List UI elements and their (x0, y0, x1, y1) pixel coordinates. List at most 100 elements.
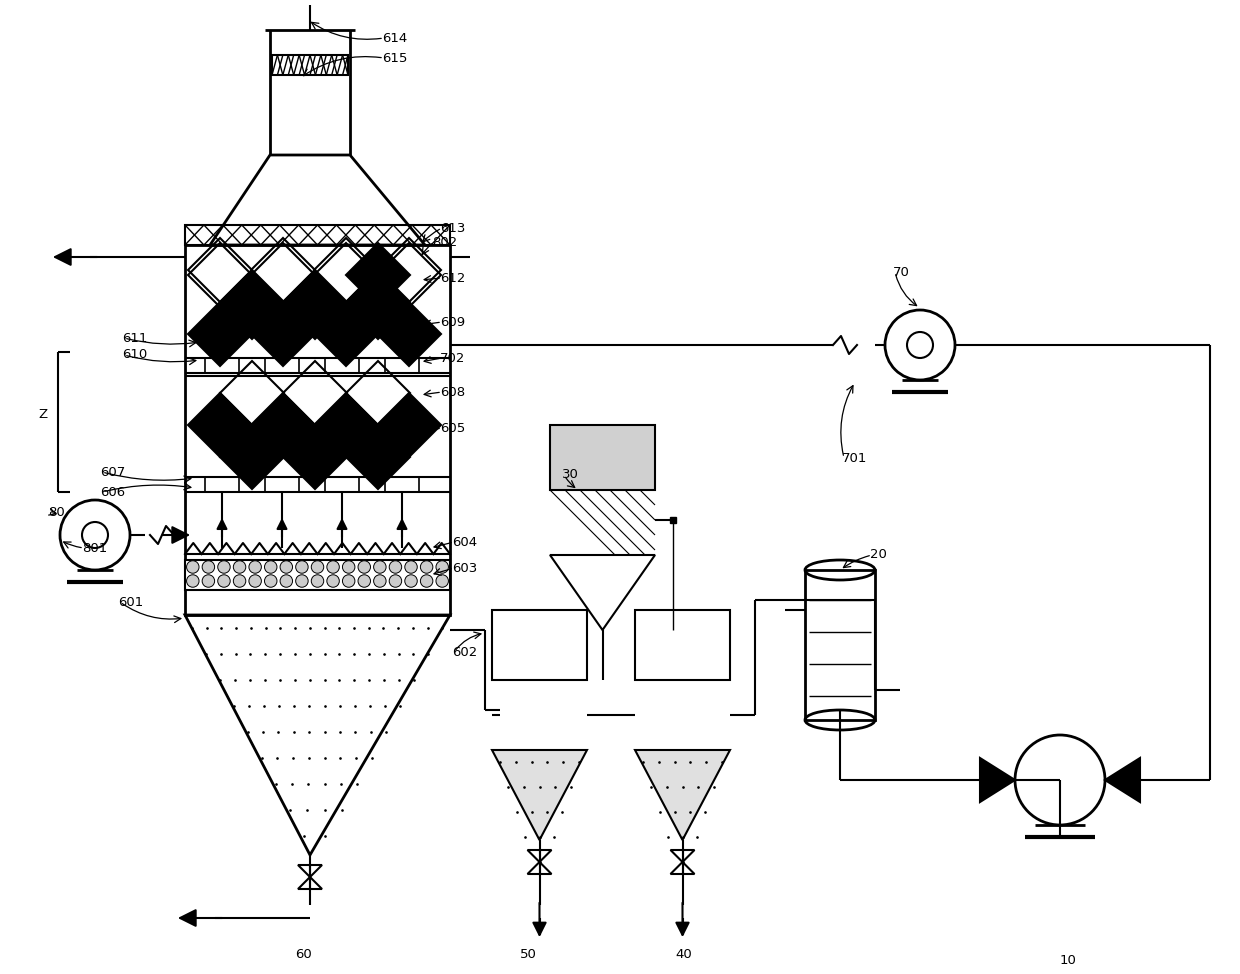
Text: 601: 601 (118, 595, 144, 609)
Bar (384, 358, 419, 373)
Bar (325, 477, 360, 492)
Text: 603: 603 (453, 561, 477, 575)
Text: 606: 606 (100, 485, 125, 499)
Circle shape (249, 575, 262, 587)
Text: 70: 70 (893, 266, 910, 279)
Bar (635, 610, 730, 680)
Circle shape (249, 561, 262, 574)
Text: 802: 802 (432, 236, 458, 248)
Circle shape (264, 561, 277, 574)
Circle shape (233, 561, 246, 574)
Text: 610: 610 (122, 349, 148, 361)
Text: 608: 608 (440, 386, 465, 398)
Polygon shape (219, 275, 284, 339)
Circle shape (218, 575, 231, 587)
Polygon shape (188, 302, 252, 366)
Circle shape (420, 575, 433, 587)
Circle shape (186, 561, 200, 574)
Circle shape (295, 575, 309, 587)
Text: 30: 30 (562, 468, 579, 481)
Bar (265, 477, 299, 492)
Bar (185, 245, 450, 615)
Circle shape (373, 575, 386, 587)
Polygon shape (219, 270, 284, 334)
Bar (205, 358, 239, 373)
Text: 607: 607 (100, 466, 125, 478)
Polygon shape (377, 302, 441, 366)
Circle shape (311, 575, 324, 587)
Circle shape (202, 575, 215, 587)
Circle shape (342, 561, 355, 574)
Text: 605: 605 (440, 422, 465, 434)
Circle shape (389, 575, 402, 587)
Text: 611: 611 (122, 331, 148, 345)
Bar (325, 358, 360, 373)
Text: 20: 20 (870, 548, 887, 561)
Polygon shape (219, 425, 284, 489)
Text: Z: Z (38, 408, 47, 422)
Circle shape (233, 575, 246, 587)
Text: 80: 80 (48, 506, 64, 518)
Polygon shape (250, 302, 315, 366)
Circle shape (295, 561, 309, 574)
Circle shape (218, 561, 231, 574)
Polygon shape (1105, 758, 1140, 802)
Polygon shape (377, 393, 441, 457)
Circle shape (280, 575, 293, 587)
Text: 50: 50 (520, 949, 537, 961)
Polygon shape (635, 750, 730, 840)
Bar (384, 477, 419, 492)
Text: 702: 702 (440, 352, 465, 364)
Polygon shape (346, 243, 410, 307)
Polygon shape (188, 393, 252, 457)
Text: 801: 801 (82, 542, 107, 554)
Bar (492, 610, 587, 680)
Circle shape (358, 561, 371, 574)
Polygon shape (346, 275, 410, 339)
Circle shape (373, 561, 386, 574)
Text: 602: 602 (453, 646, 477, 658)
Circle shape (436, 575, 449, 587)
Circle shape (311, 561, 324, 574)
Circle shape (436, 561, 449, 574)
Text: 614: 614 (382, 31, 407, 45)
Circle shape (264, 575, 277, 587)
Circle shape (202, 561, 215, 574)
Circle shape (327, 575, 340, 587)
Polygon shape (314, 302, 378, 366)
Polygon shape (346, 270, 410, 334)
Polygon shape (283, 270, 347, 334)
Bar (185, 560, 450, 590)
Text: 612: 612 (440, 272, 465, 284)
Text: 40: 40 (675, 949, 692, 961)
Polygon shape (314, 393, 378, 457)
Polygon shape (492, 750, 587, 840)
Polygon shape (980, 758, 1016, 802)
Bar (272, 55, 348, 75)
Text: 615: 615 (382, 52, 408, 64)
Bar (185, 225, 450, 245)
Text: 613: 613 (440, 221, 465, 235)
Bar (265, 358, 299, 373)
Circle shape (389, 561, 402, 574)
Circle shape (404, 575, 418, 587)
Circle shape (186, 575, 200, 587)
Text: 60: 60 (295, 949, 311, 961)
Circle shape (358, 575, 371, 587)
Bar (551, 425, 655, 490)
Circle shape (342, 575, 355, 587)
Text: 609: 609 (440, 316, 465, 328)
Bar (805, 570, 875, 720)
Circle shape (280, 561, 293, 574)
Polygon shape (283, 275, 347, 339)
Circle shape (420, 561, 433, 574)
Text: 604: 604 (453, 536, 477, 548)
Text: 701: 701 (842, 452, 867, 465)
Text: 10: 10 (1060, 954, 1076, 966)
Polygon shape (346, 425, 410, 489)
Polygon shape (250, 393, 315, 457)
Polygon shape (283, 425, 347, 489)
Circle shape (327, 561, 340, 574)
Circle shape (404, 561, 418, 574)
Bar (205, 477, 239, 492)
